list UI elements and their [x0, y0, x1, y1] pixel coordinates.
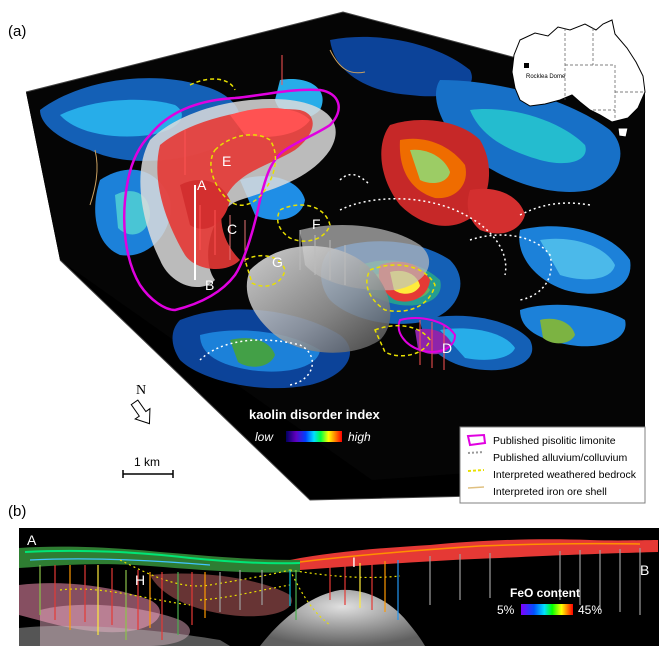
legend: Published pisolitic limonite Published a… [459, 426, 646, 504]
iron-ore-shell-outline [89, 149, 98, 206]
legend-label-shell: Interpreted iron ore shell [493, 486, 607, 498]
point-label-c: C [227, 221, 237, 237]
panel-b-label: (b) [8, 503, 26, 520]
colorbar-a-low: low [255, 430, 274, 444]
point-label-a: A [197, 177, 207, 193]
colorbar-b-high: 45% [578, 603, 602, 617]
australia-outline [511, 19, 646, 123]
north-label: N [136, 383, 146, 398]
legend-label-limonite: Published pisolitic limonite [493, 435, 616, 447]
point-label-b: B [205, 277, 214, 293]
red-ore-surface [157, 108, 313, 270]
colorbar-a-high: high [348, 430, 371, 444]
legend-swatch-alluvium [467, 451, 485, 454]
point-label-d: D [442, 340, 452, 356]
legend-swatch-limonite [466, 433, 487, 447]
point-label-g: G [272, 254, 283, 270]
legend-swatch-shell [467, 486, 485, 489]
grey-dome-section [260, 589, 425, 646]
pisolitic-limonite-outline [123, 88, 340, 312]
rocklea-dome-marker [524, 63, 529, 68]
section-label-i: I [352, 554, 356, 570]
scale-label: 1 km [134, 455, 160, 469]
section-label-h: H [135, 572, 145, 588]
north-arrow-icon [130, 399, 151, 425]
colorbar-b-scale [521, 604, 573, 615]
point-label-f: F [312, 216, 321, 232]
outline-overlays [89, 49, 591, 386]
panel-a: A B C D E F G N 1 km kaolin disorder ind… [8, 11, 646, 504]
section-drill-holes [39, 548, 641, 640]
grey-dome-surface [246, 246, 391, 353]
colorbar-a-title: kaolin disorder index [249, 407, 381, 422]
feo-surface-band [290, 539, 658, 570]
panel-b: (b) [8, 503, 659, 646]
colorbar-b-low: 5% [497, 603, 515, 617]
section-label-a: A [27, 532, 37, 548]
legend-swatch-bedrock [467, 469, 485, 472]
feo-left-band [19, 546, 300, 573]
alluvium-outline [339, 198, 507, 276]
panel-a-label: (a) [8, 23, 26, 40]
colorbar-b-title: FeO content [510, 586, 580, 600]
point-label-e: E [222, 153, 231, 169]
colorbar-a-scale [286, 431, 342, 442]
legend-label-alluvium: Published alluvium/colluvium [493, 452, 627, 464]
inset-place-label: Rocklea Dome [526, 74, 566, 80]
legend-label-bedrock: Interpreted weathered bedrock [493, 469, 637, 481]
section-label-b: B [640, 562, 649, 578]
weathered-bedrock-outline [210, 134, 277, 206]
australia-inset: Rocklea Dome [511, 19, 646, 138]
